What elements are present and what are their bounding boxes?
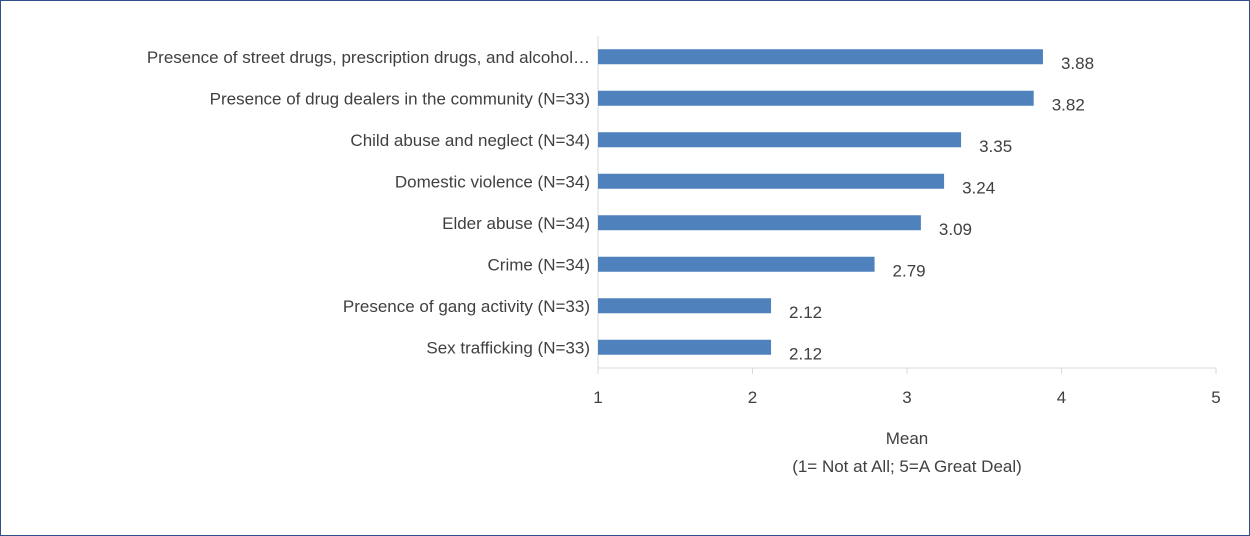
labels-layer: Presence of street drugs, prescription d… [147,48,1094,364]
x-tick-label: 5 [1211,388,1220,407]
category-label: Presence of gang activity (N=33) [343,297,590,316]
data-label: 2.79 [893,261,926,280]
category-label: Crime (N=34) [488,255,591,274]
bar [598,90,1034,106]
bars-layer [598,49,1043,355]
x-tick-label: 3 [902,388,911,407]
bar [598,256,875,272]
category-label: Sex trafficking (N=33) [426,338,590,357]
bar [598,215,921,231]
category-label: Elder abuse (N=34) [442,214,590,233]
data-label: 3.35 [979,137,1012,156]
bar [598,339,772,355]
data-label: 3.82 [1052,95,1085,114]
x-axis-title: Mean [886,429,929,448]
bar [598,173,945,189]
bar [598,49,1043,65]
data-label: 2.12 [789,303,822,322]
category-label: Child abuse and neglect (N=34) [350,131,590,150]
bar [598,298,772,314]
data-label: 2.12 [789,344,822,363]
x-tick-label: 1 [593,388,602,407]
data-label: 3.09 [939,220,972,239]
x-axis-subtitle: (1= Not at All; 5=A Great Deal) [792,457,1022,476]
category-label: Domestic violence (N=34) [395,172,590,191]
bar [598,132,962,148]
x-tick-label: 4 [1057,388,1066,407]
x-tick-label: 2 [748,388,757,407]
category-label: Presence of street drugs, prescription d… [147,48,590,67]
data-label: 3.24 [962,178,995,197]
data-label: 3.88 [1061,54,1094,73]
category-label: Presence of drug dealers in the communit… [210,89,590,108]
